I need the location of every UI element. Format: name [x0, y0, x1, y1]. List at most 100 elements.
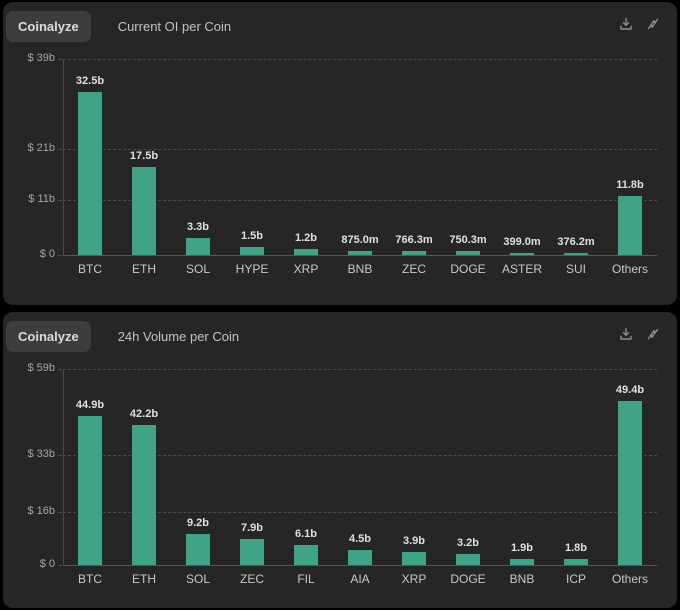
gridline [63, 199, 657, 201]
y-tick-label: $ 21b [27, 142, 55, 155]
category-label: HYPE [235, 262, 269, 276]
bar[interactable] [348, 550, 372, 565]
bar[interactable] [132, 424, 156, 565]
bar-value-label: 44.9b [75, 398, 105, 411]
y-axis-line [63, 369, 64, 565]
category-label: ETH [132, 572, 156, 586]
download-icon[interactable] [618, 326, 634, 342]
download-icon[interactable] [618, 16, 634, 32]
y-tick-mark [58, 149, 62, 151]
bar-value-label: 4.5b [348, 533, 371, 546]
y-tick-mark [58, 455, 62, 457]
bar[interactable] [294, 248, 318, 255]
y-axis-line [63, 59, 64, 255]
category-label: FIL [297, 572, 315, 586]
gridline [63, 59, 657, 60]
coinalyze-brand-badge[interactable]: Coinalyze [6, 10, 91, 42]
chart-title: 24h Volume per Coin [117, 328, 240, 344]
gridline [63, 149, 657, 151]
bar-value-label: 3.3b [186, 221, 209, 234]
category-label: ZEC [402, 262, 426, 276]
y-tick-label: $ 16b [27, 504, 55, 517]
bar[interactable] [240, 538, 264, 565]
bar-value-label: 3.9b [402, 535, 425, 548]
bar-value-label: 9.2b [186, 517, 209, 530]
category-label: BTC [78, 262, 102, 276]
bar[interactable] [186, 238, 210, 255]
bar[interactable] [78, 415, 102, 565]
y-tick-label: $ 39b [27, 52, 55, 64]
gridline [63, 369, 657, 370]
category-label: Others [611, 262, 648, 276]
bar[interactable] [510, 558, 534, 565]
bar-value-label: 6.1b [294, 527, 317, 540]
y-tick-mark [58, 565, 62, 566]
bar[interactable] [456, 554, 480, 565]
y-tick-mark [58, 511, 62, 513]
bar-value-label: 376.2m [557, 236, 595, 248]
y-tick-mark [58, 199, 62, 201]
bar[interactable] [510, 252, 534, 255]
category-label: BNB [347, 262, 373, 276]
bar-value-label: 32.5b [75, 74, 105, 87]
bar-value-label: 17.5b [129, 150, 159, 163]
bar[interactable] [456, 251, 480, 255]
bar[interactable] [78, 91, 102, 255]
category-label: ZEC [240, 572, 264, 586]
bar-value-label: 766.3m [395, 234, 433, 247]
x-axis-baseline [63, 565, 657, 566]
category-label: ICP [565, 572, 586, 586]
bar-value-label: 49.4b [615, 383, 645, 396]
bar[interactable] [132, 167, 156, 255]
oi-chart-panel: Coinalyze Current OI per Coin $ 39b $ 21b… [3, 2, 677, 305]
bar[interactable] [294, 544, 318, 565]
y-tick-label: $ 33b [27, 448, 55, 461]
category-label: SOL [185, 572, 210, 586]
bar[interactable] [240, 247, 264, 255]
bar[interactable] [564, 253, 588, 255]
panel-header: Coinalyze Current OI per Coin [3, 2, 677, 48]
bar-value-label: 750.3m [449, 234, 487, 247]
category-label: XRP [401, 572, 427, 586]
bar[interactable] [402, 251, 426, 255]
bar-value-label: 875.0m [341, 233, 379, 246]
bar-value-label: 11.8b [616, 178, 644, 191]
bar-value-label: 7.9b [240, 521, 263, 534]
category-label: ASTER [501, 262, 542, 276]
y-tick-mark [58, 369, 62, 370]
volume-chart-panel: Coinalyze 24h Volume per Coin $ 59b $ 33b… [3, 312, 677, 608]
bar-value-label: 399.0m [503, 235, 541, 248]
category-label: DOGE [450, 572, 486, 586]
chart-toolbar [618, 326, 661, 342]
volume-bar-chart: $ 59b $ 33b $ 16b $ 0 44.9b BTC 42.2b ETH 9.2b SO… [3, 358, 677, 608]
y-tick-label: $ 0 [39, 248, 55, 260]
gridline [63, 455, 657, 457]
category-label: Others [611, 572, 648, 586]
bar[interactable] [564, 559, 588, 565]
chart-title: Current OI per Coin [117, 18, 232, 34]
category-label: ETH [132, 262, 156, 276]
diagonal-arrows-icon[interactable] [645, 16, 661, 32]
panel-header: Coinalyze 24h Volume per Coin [3, 312, 677, 358]
bar[interactable] [618, 195, 642, 255]
category-label: BNB [509, 572, 535, 586]
category-label: XRP [293, 262, 319, 276]
bar-value-label: 1.8b [564, 542, 587, 555]
category-label: SOL [185, 262, 210, 276]
bar[interactable] [186, 534, 210, 565]
bar[interactable] [618, 400, 642, 565]
bar-value-label: 1.2b [294, 231, 317, 244]
bar-value-label: 42.2b [129, 407, 159, 420]
bar-value-label: 1.5b [240, 230, 263, 243]
oi-bar-chart: $ 39b $ 21b $ 11b $ 0 32.5b BTC 17.5b ETH 3.3b SO… [3, 48, 677, 305]
y-tick-mark [58, 59, 62, 60]
category-label: BTC [78, 572, 102, 586]
diagonal-arrows-icon[interactable] [645, 326, 661, 342]
bar[interactable] [402, 552, 426, 565]
y-tick-label: $ 11b [28, 192, 55, 205]
coinalyze-brand-badge[interactable]: Coinalyze [6, 320, 91, 352]
bar-value-label: 3.2b [456, 537, 479, 550]
y-tick-mark [58, 255, 62, 256]
y-tick-label: $ 0 [39, 558, 55, 570]
bar[interactable] [348, 250, 372, 255]
